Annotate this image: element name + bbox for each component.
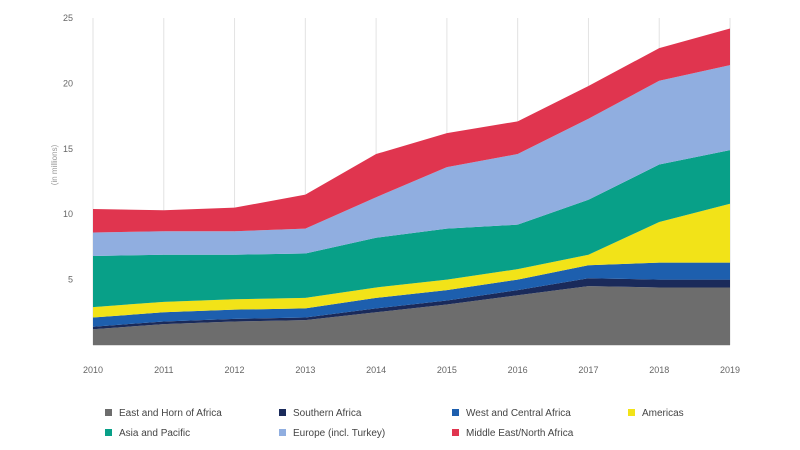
x-tick-label-2017: 2017 xyxy=(578,365,598,375)
area-series-1 xyxy=(93,278,730,330)
y-tick-label-20: 20 xyxy=(63,78,73,88)
x-tick-label-2015: 2015 xyxy=(437,365,457,375)
area-series-4 xyxy=(93,150,730,308)
y-tick-label-25: 25 xyxy=(63,13,73,23)
area-series-0 xyxy=(93,286,730,345)
y-axis-label: (in millions) xyxy=(50,144,59,185)
x-tick-label-2012: 2012 xyxy=(225,365,245,375)
legend-label-1: Southern Africa xyxy=(293,408,362,419)
legend-label-2: West and Central Africa xyxy=(466,408,571,419)
area-series-6 xyxy=(93,28,730,233)
legend-swatch-5 xyxy=(279,429,286,436)
x-tick-label-2014: 2014 xyxy=(366,365,386,375)
legend-swatch-6 xyxy=(452,429,459,436)
legend-label-3: Americas xyxy=(642,408,684,419)
legend-swatch-2 xyxy=(452,409,459,416)
legend-swatch-3 xyxy=(628,409,635,416)
y-tick-label-10: 10 xyxy=(63,209,73,219)
legend-label-6: Middle East/North Africa xyxy=(466,428,574,439)
legend: East and Horn of Africa Southern Africa We… xyxy=(105,408,684,439)
y-tick-label-15: 15 xyxy=(63,144,73,154)
x-tick-label-2019: 2019 xyxy=(720,365,740,375)
x-tick-label-2018: 2018 xyxy=(649,365,669,375)
area-series-2 xyxy=(93,262,730,327)
y-axis: 5 10 15 20 25 xyxy=(63,13,73,285)
legend-swatch-0 xyxy=(105,409,112,416)
legend-label-4: Asia and Pacific xyxy=(119,428,190,439)
area-series-5 xyxy=(93,65,730,257)
chart-areas xyxy=(93,28,730,345)
y-tick-label-5: 5 xyxy=(68,275,73,285)
x-axis: 2010 2011 2012 2013 2014 2015 2016 2017 2018 2019 xyxy=(83,365,740,375)
x-tick-label-2011: 2011 xyxy=(154,365,173,375)
legend-swatch-1 xyxy=(279,409,286,416)
x-tick-label-2013: 2013 xyxy=(295,365,315,375)
legend-label-0: East and Horn of Africa xyxy=(119,408,222,419)
area-series-3 xyxy=(93,203,730,318)
x-tick-label-2010: 2010 xyxy=(83,365,103,375)
legend-label-5: Europe (incl. Turkey) xyxy=(293,428,385,439)
x-tick-label-2016: 2016 xyxy=(508,365,528,375)
legend-swatch-4 xyxy=(105,429,112,436)
